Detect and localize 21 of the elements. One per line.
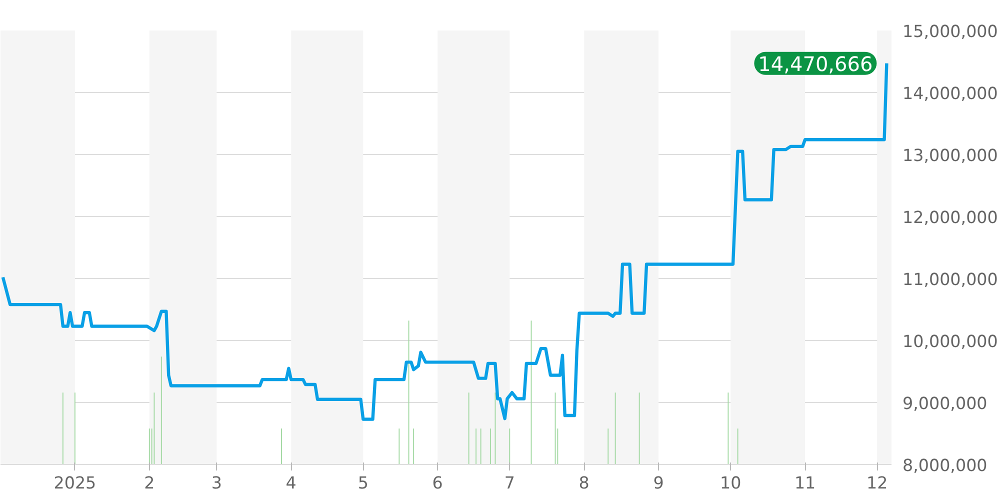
y-tick-label: 10,000,000	[902, 332, 998, 351]
x-tick-label: 7	[504, 474, 515, 492]
y-tick-label: 12,000,000	[902, 208, 998, 227]
y-tick-label: 14,000,000	[902, 84, 998, 103]
y-tick-label: 15,000,000	[902, 22, 998, 41]
x-tick-label: 9	[653, 474, 664, 492]
y-tick-label: 9,000,000	[902, 394, 988, 413]
y-tick-label: 11,000,000	[902, 270, 998, 289]
x-tick-label: 11	[794, 474, 816, 492]
x-tick-label: 4	[286, 474, 296, 492]
x-tick-label: 6	[432, 474, 443, 492]
x-tick-label: 3	[211, 474, 222, 492]
annotation: 14,470,666	[758, 52, 873, 76]
x-tick-label: 5	[358, 474, 368, 492]
x-tick-label: 2025	[54, 474, 96, 492]
x-tick-label: 8	[578, 474, 590, 492]
y-tick-label: 13,000,000	[902, 146, 998, 165]
x-tick-label: 2	[144, 474, 155, 492]
x-tick-label: 12	[866, 474, 888, 492]
y-tick-label: 8,000,000	[902, 456, 988, 475]
x-tick-label: 10	[720, 474, 742, 492]
